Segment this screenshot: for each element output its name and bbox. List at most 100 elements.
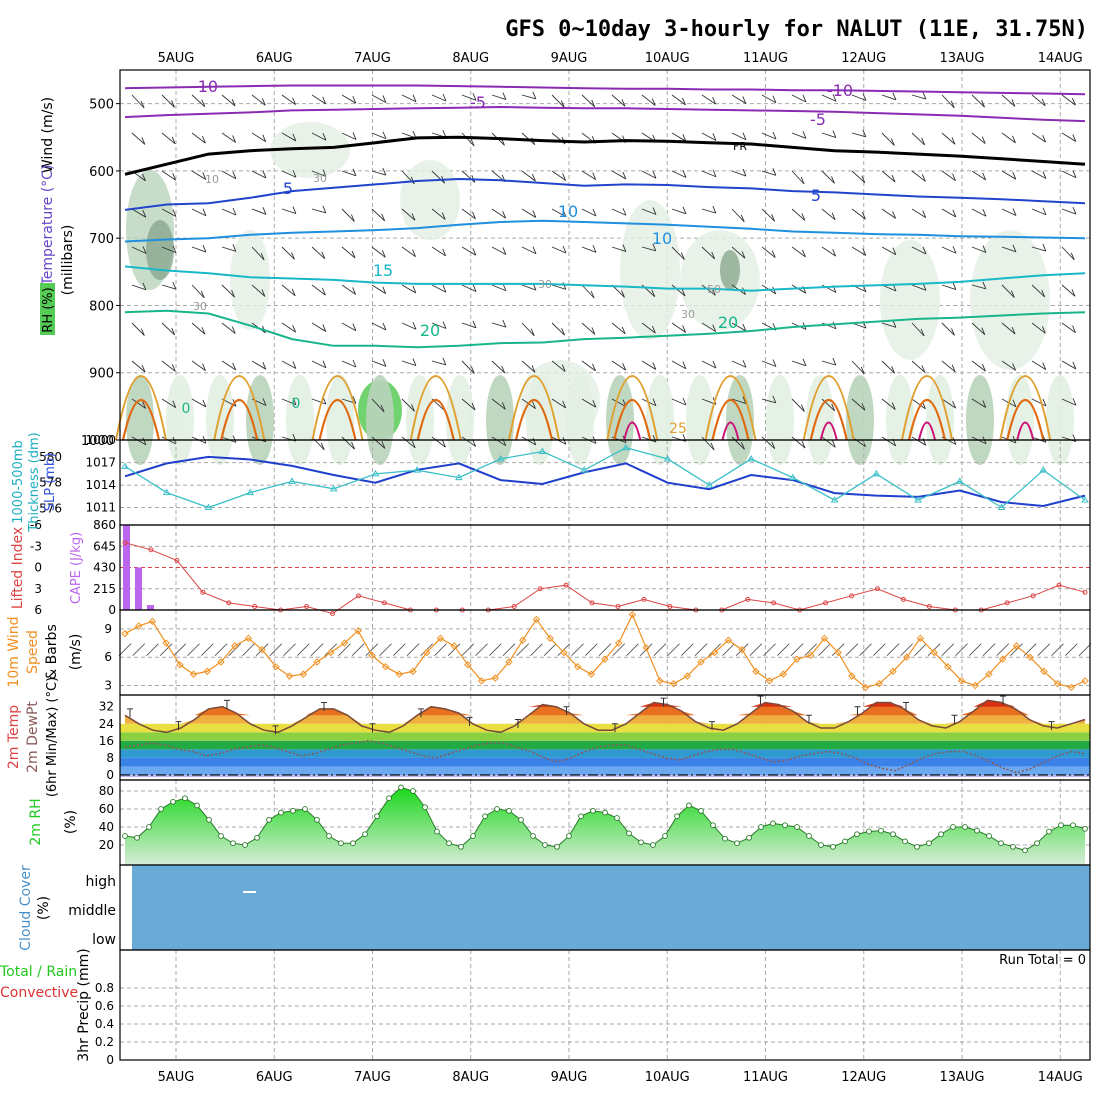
wind-barb-flag xyxy=(412,285,417,294)
wind10m-marker xyxy=(930,648,938,657)
wind-barb xyxy=(281,246,295,260)
wind-barb xyxy=(671,132,687,142)
wind-barb-flag xyxy=(382,359,387,367)
wind10m-marker xyxy=(285,672,294,680)
wind-barb-flag xyxy=(771,213,775,222)
wind10m-marker xyxy=(464,661,472,669)
wind10m-marker xyxy=(587,670,595,678)
wind-barb xyxy=(311,170,327,177)
rh2m-marker xyxy=(578,813,584,820)
run-total: Run Total = 0 xyxy=(999,953,1086,968)
wind-barb xyxy=(851,208,866,220)
wind-barb-flag xyxy=(1012,399,1017,407)
wind-barb xyxy=(191,398,207,408)
wind-barb xyxy=(131,208,147,218)
panel-cloud-cover: high middle low xyxy=(68,864,1091,951)
wind-barb xyxy=(1031,284,1045,298)
rh-shade xyxy=(366,375,394,465)
wind-barb-flag xyxy=(1072,325,1076,333)
wind-barb-flag xyxy=(172,245,177,253)
wind-barb xyxy=(851,94,867,101)
wind-barb-flag xyxy=(921,365,926,373)
wind-barb xyxy=(611,208,627,216)
day-labels-top: 5AUG 6AUG 7AUG 8AUG 9AUG 10AUG 11AUG 12AUG 13AUG… xyxy=(158,51,1083,66)
li-marker xyxy=(1004,600,1010,606)
wind10m-marker xyxy=(519,636,527,644)
wind-barb-flag xyxy=(142,246,147,254)
wind-barb-flag xyxy=(712,360,717,369)
wind10m-marker xyxy=(683,672,691,680)
day-label-top: 6AUG xyxy=(256,51,293,66)
wind-barb xyxy=(881,208,896,219)
wind-barb-flag xyxy=(352,168,357,176)
wind-barb xyxy=(791,132,807,139)
wind-barb xyxy=(161,322,175,336)
wind-barb-flag xyxy=(201,135,206,144)
wind-barb-flag xyxy=(742,323,747,332)
wind-barb-flag xyxy=(472,248,477,256)
wind-barb-flag xyxy=(202,244,207,253)
contour-label: 10 xyxy=(652,229,672,248)
wind-barb-flag xyxy=(561,364,566,372)
wind-barb xyxy=(761,170,777,176)
wind10m-marker xyxy=(477,677,486,685)
wind-barb xyxy=(1061,360,1077,370)
upper-wind-label: Wind (m/s) xyxy=(40,97,56,173)
wind-barb-flag xyxy=(202,172,207,180)
wind-barb xyxy=(911,94,926,100)
rh-shade xyxy=(286,375,314,465)
wind-barb xyxy=(821,94,837,102)
wind-barb xyxy=(371,94,387,103)
wind-barb-flag xyxy=(412,94,417,102)
wind-barb xyxy=(311,132,327,141)
wind10m-marker xyxy=(217,658,225,666)
wind-barb xyxy=(941,208,957,218)
wind-barb-flag xyxy=(952,209,957,218)
rh2m-marker xyxy=(890,831,896,838)
wind10m-marker xyxy=(395,670,403,678)
day-label-top: 5AUG xyxy=(158,51,195,66)
slp-marker xyxy=(121,462,129,469)
day-label-top: 7AUG xyxy=(354,51,391,66)
temp-contour-35 xyxy=(721,421,740,441)
rh-shade xyxy=(270,122,350,178)
wind-barb xyxy=(731,132,747,141)
wind-barb-flag xyxy=(862,93,867,101)
thickness-labels: 1000-500mb Thickness (dm) SLP (mb) xyxy=(11,432,58,532)
wind-barb-flag xyxy=(262,134,267,142)
temp-y-tick: 24 xyxy=(99,717,114,731)
wind-barb-flag xyxy=(652,398,657,406)
wind-barb-flag xyxy=(592,172,597,180)
slp-y-tick: 1014 xyxy=(85,478,116,492)
rh2m-marker xyxy=(518,816,524,823)
wind-barb xyxy=(401,436,416,449)
wind-barb-flag xyxy=(591,99,596,108)
wind-barb-flag xyxy=(772,359,777,367)
rh2m-marker xyxy=(242,842,248,848)
wind-barb-flag xyxy=(502,283,507,291)
wind-y-tick: 9 xyxy=(104,622,112,636)
wind10m-barb xyxy=(406,643,420,656)
wind10m-barb xyxy=(790,643,804,656)
wind-barb-flag xyxy=(441,212,446,220)
contour-label: 30 xyxy=(313,172,327,185)
wind-barb xyxy=(581,246,597,253)
wind10m-barb xyxy=(900,643,914,656)
slp-marker xyxy=(580,466,589,473)
upper-y-tick: 500 xyxy=(89,98,114,113)
wind-barb xyxy=(401,322,417,330)
wind10m-barb xyxy=(571,643,584,656)
wind-barb-flag xyxy=(922,91,927,100)
li-marker xyxy=(122,540,128,546)
slp-marker xyxy=(788,473,797,481)
wind-barb xyxy=(821,398,835,412)
thickness-label-1: 1000-500mb xyxy=(11,440,26,524)
wind-barb-flag xyxy=(590,290,595,299)
wind-barb-flag xyxy=(592,245,597,253)
wind10m-marker xyxy=(1053,679,1062,688)
day-label-top: 12AUG xyxy=(841,51,886,66)
wind10m-marker xyxy=(121,629,129,638)
cloud-label-1: Cloud Cover xyxy=(18,865,34,951)
wind-barb xyxy=(551,398,566,409)
wind-barb xyxy=(941,94,955,109)
